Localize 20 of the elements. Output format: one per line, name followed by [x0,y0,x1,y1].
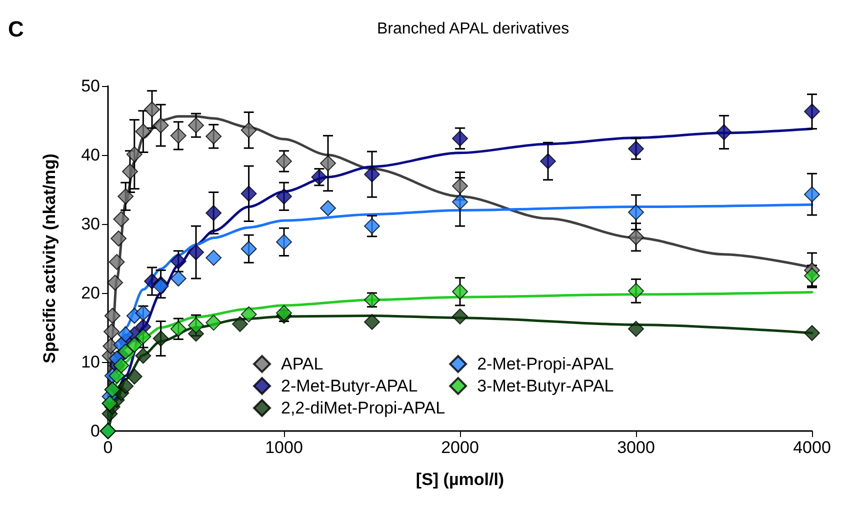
legend-label: 2-Met-Butyr-APAL [281,376,418,396]
x-tick-label: 4000 [793,438,831,457]
legend-label: 2,2-diMet-Propi-APAL [281,398,446,418]
y-tick-label: 20 [81,284,100,302]
y-tick-label: 10 [81,352,100,372]
y-tick-label: 40 [81,146,100,164]
y-tick-label: 30 [81,214,100,234]
legend-label: 3-Met-Butyr-APAL [477,376,614,396]
x-tick-label: 3000 [617,438,655,457]
x-axis-title: [S] (µmol/l) [416,470,504,489]
y-tick-label: 50 [81,76,100,96]
x-tick-label: 1000 [265,438,303,457]
legend-label: APAL [281,354,324,374]
legend-label: 2-Met-Propi-APAL [477,354,614,374]
x-tick-label: 0 [103,438,113,457]
x-tick-label: 2000 [441,438,479,457]
y-tick-label: 0 [90,422,100,440]
text: C [8,16,24,42]
chart-title: Branched APAL derivatives [376,20,570,38]
y-axis-title: Specific activity (nkat/mg) [40,154,59,364]
